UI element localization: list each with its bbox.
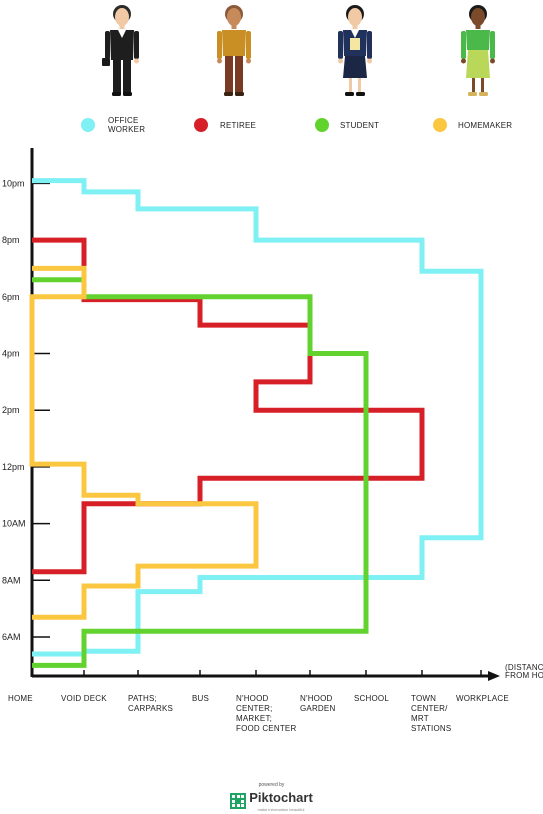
people-illustrations <box>102 5 495 96</box>
piktochart-tagline: make information beautiful <box>257 807 305 812</box>
y-tick-label: 8pm <box>2 235 20 245</box>
x-axis-labels: HOME VOID DECK PATHS; CARPARKS BUS N'HOOD CENT… <box>8 663 543 733</box>
x-axis-arrow <box>488 671 500 681</box>
legend-label: OFFICE WORKER <box>108 116 145 134</box>
x-axis-note: (DISTANCEFROM HOME) <box>505 663 543 680</box>
axes: 6AM 8AM 10AM 12pm 2pm 4pm 6pm 8pm 10pm <box>2 148 500 681</box>
chart-canvas: OFFICE WORKER RETIREE STUDENT HOMEMAKER 6AM 8… <box>2 5 543 733</box>
y-tick-label: 10pm <box>2 178 25 188</box>
legend-swatch <box>81 118 95 132</box>
series-lines <box>29 178 484 668</box>
legend-label: HOMEMAKER <box>458 121 512 130</box>
x-category-label: HOME <box>8 694 33 703</box>
piktochart-footer: powered by Piktochart make information b… <box>0 782 543 814</box>
student-figure <box>338 5 372 96</box>
powered-by-text: powered by <box>258 782 285 788</box>
legend-label: RETIREE <box>220 121 256 130</box>
office-worker-figure <box>102 5 139 96</box>
piktochart-logo-icon <box>230 792 247 809</box>
series-line-homemaker <box>29 265 259 620</box>
retiree-figure <box>217 5 251 96</box>
legend-swatch <box>315 118 329 132</box>
legend-label: STUDENT <box>340 121 379 130</box>
legend-swatch <box>433 118 447 132</box>
y-tick-label: 10AM <box>2 519 26 529</box>
x-category-label: VOID DECK <box>61 694 107 703</box>
y-tick-label: 6pm <box>2 292 20 302</box>
x-category-label: N'HOOD GARDEN <box>300 694 335 713</box>
y-tick-label: 12pm <box>2 462 25 472</box>
piktochart-logo: Piktochart make information beautiful <box>230 789 313 812</box>
piktochart-brand-text: Piktochart <box>249 790 313 805</box>
x-category-label: TOWN CENTER/MRT STATIONS <box>411 694 451 733</box>
legend: OFFICE WORKER RETIREE STUDENT HOMEMAKER <box>81 116 512 134</box>
y-tick-label: 2pm <box>2 405 20 415</box>
homemaker-figure <box>461 5 495 96</box>
x-category-label: WORKPLACE <box>456 694 509 703</box>
y-tick-label: 8AM <box>2 575 21 585</box>
y-tick-label: 4pm <box>2 349 20 359</box>
series-line-office-worker <box>32 178 484 657</box>
x-category-label: N'HOOD CENTER; MARKET; FOOD CENTER <box>236 694 296 733</box>
x-category-label: BUS <box>192 694 209 703</box>
x-category-label: SCHOOL <box>354 694 389 703</box>
x-category-label: PATHS; CARPARKS <box>128 694 173 713</box>
legend-swatch <box>194 118 208 132</box>
y-tick-label: 6AM <box>2 632 21 642</box>
